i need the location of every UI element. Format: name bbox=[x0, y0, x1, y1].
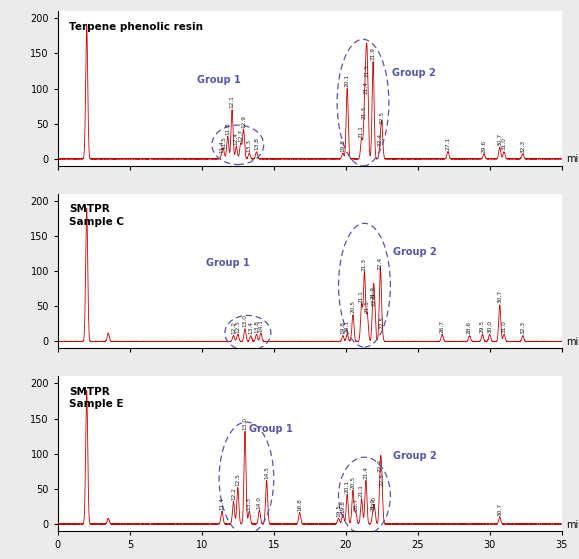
Text: 31.0: 31.0 bbox=[501, 138, 507, 150]
Text: 21.1: 21.1 bbox=[359, 291, 364, 304]
Text: 21.9: 21.9 bbox=[371, 499, 376, 511]
Text: 21.9: 21.9 bbox=[371, 48, 376, 60]
Text: 32.3: 32.3 bbox=[521, 321, 525, 334]
Text: 32.3: 32.3 bbox=[521, 139, 525, 153]
Text: 21.5: 21.5 bbox=[365, 300, 370, 313]
Text: 20.1: 20.1 bbox=[345, 320, 350, 333]
Text: 30.7: 30.7 bbox=[497, 503, 502, 515]
Text: 20.5: 20.5 bbox=[350, 300, 356, 313]
Text: 13.0: 13.0 bbox=[243, 417, 247, 430]
Text: 12.5: 12.5 bbox=[235, 473, 240, 486]
Text: 21.3: 21.3 bbox=[362, 258, 367, 271]
Text: 26.7: 26.7 bbox=[439, 320, 445, 333]
Text: 13.3: 13.3 bbox=[247, 139, 252, 152]
Text: 29.5: 29.5 bbox=[480, 320, 485, 333]
Text: 13.8: 13.8 bbox=[254, 320, 259, 333]
Text: 13.4: 13.4 bbox=[248, 321, 253, 334]
Text: 21.9: 21.9 bbox=[371, 286, 376, 299]
Text: 27.1: 27.1 bbox=[445, 138, 450, 150]
Text: Terpene phenolic resin: Terpene phenolic resin bbox=[69, 22, 203, 32]
Text: Group 1: Group 1 bbox=[249, 424, 293, 434]
Text: min: min bbox=[566, 154, 579, 164]
Text: 31.0: 31.0 bbox=[501, 320, 507, 333]
Text: 14.5: 14.5 bbox=[264, 466, 269, 479]
Text: 30.7: 30.7 bbox=[497, 133, 502, 146]
Text: 11.5: 11.5 bbox=[221, 136, 226, 149]
Text: 14.1: 14.1 bbox=[258, 319, 263, 331]
Text: Group 2: Group 2 bbox=[393, 451, 437, 461]
Text: 21.3: 21.3 bbox=[362, 106, 367, 119]
Text: 20.5: 20.5 bbox=[350, 476, 356, 489]
Text: Group 1: Group 1 bbox=[206, 258, 250, 268]
Text: Group 1: Group 1 bbox=[197, 75, 241, 85]
Text: 12.1: 12.1 bbox=[229, 96, 234, 108]
Text: 12.4: 12.4 bbox=[234, 132, 239, 145]
Text: 13.8: 13.8 bbox=[254, 138, 259, 150]
Text: 22.5: 22.5 bbox=[379, 111, 384, 124]
Text: Group 2: Group 2 bbox=[393, 247, 437, 257]
Text: Group 2: Group 2 bbox=[392, 68, 435, 78]
Text: 21.4: 21.4 bbox=[364, 466, 368, 479]
Text: 12.2: 12.2 bbox=[231, 487, 236, 500]
Text: SMTPR
Sample E: SMTPR Sample E bbox=[69, 387, 124, 409]
Text: 16.8: 16.8 bbox=[297, 499, 302, 511]
Text: 20.1: 20.1 bbox=[345, 74, 350, 87]
Text: 30.0: 30.0 bbox=[487, 320, 492, 333]
Text: 22.0: 22.0 bbox=[372, 495, 377, 509]
Text: 29.6: 29.6 bbox=[481, 140, 486, 153]
Text: 21.1: 21.1 bbox=[359, 485, 364, 498]
Text: min: min bbox=[566, 337, 579, 347]
Text: 12.5: 12.5 bbox=[235, 320, 240, 333]
Text: min: min bbox=[566, 520, 579, 529]
Text: 13.3: 13.3 bbox=[247, 497, 252, 510]
Text: 21.4: 21.4 bbox=[364, 81, 368, 94]
Text: 11.4: 11.4 bbox=[219, 497, 225, 510]
Text: SMTPR
Sample C: SMTPR Sample C bbox=[69, 204, 124, 227]
Text: 12.2: 12.2 bbox=[231, 321, 236, 334]
Text: 20.7: 20.7 bbox=[353, 498, 358, 511]
Text: 11.4: 11.4 bbox=[219, 140, 225, 153]
Text: 19.8: 19.8 bbox=[340, 500, 345, 513]
Text: 19.8: 19.8 bbox=[340, 321, 345, 334]
Text: 22.4: 22.4 bbox=[378, 133, 383, 146]
Text: 22.5: 22.5 bbox=[379, 316, 384, 329]
Text: 22.5: 22.5 bbox=[379, 473, 384, 486]
Text: 22.4: 22.4 bbox=[378, 459, 383, 472]
Text: 11.8: 11.8 bbox=[225, 122, 230, 135]
Text: 22.4: 22.4 bbox=[378, 257, 383, 269]
Text: 13.0: 13.0 bbox=[243, 314, 247, 328]
Text: 19.5: 19.5 bbox=[336, 504, 341, 517]
Text: 30.7: 30.7 bbox=[497, 290, 502, 304]
Text: 12.9: 12.9 bbox=[241, 115, 246, 128]
Text: 12.7: 12.7 bbox=[238, 129, 243, 142]
Text: 14.0: 14.0 bbox=[257, 495, 262, 509]
Text: 19.8: 19.8 bbox=[340, 139, 345, 152]
Text: 21.5: 21.5 bbox=[365, 64, 370, 77]
Text: 21.1: 21.1 bbox=[359, 125, 364, 138]
Text: 28.6: 28.6 bbox=[467, 321, 472, 334]
Text: 22.0: 22.0 bbox=[372, 293, 377, 306]
Text: 20.1: 20.1 bbox=[345, 480, 350, 493]
